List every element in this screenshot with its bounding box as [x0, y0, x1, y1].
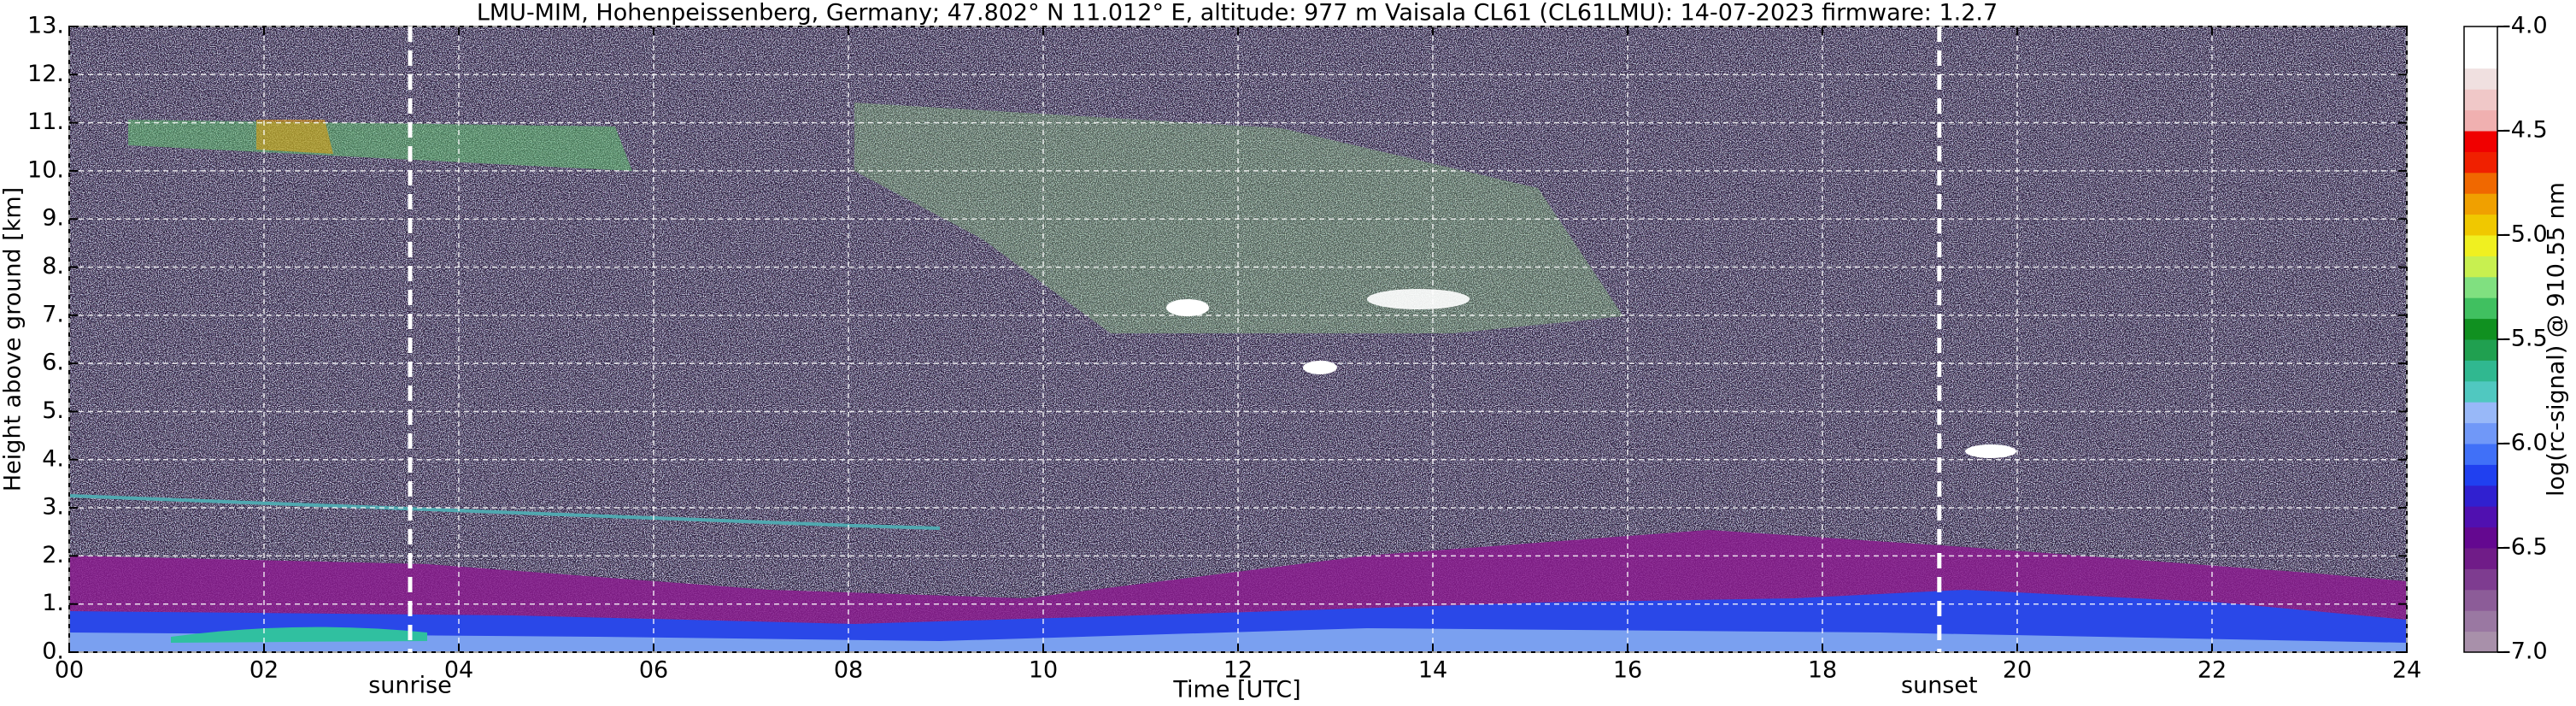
colorbar-segment	[2464, 568, 2497, 591]
cloud-patch	[1367, 289, 1470, 309]
x-axis-label: Time [UTC]	[1172, 677, 1300, 703]
y-tick-label: 4.	[42, 445, 64, 472]
colorbar-segment	[2464, 444, 2497, 465]
colorbar-tick-label: -5.5	[2503, 326, 2548, 352]
colorbar-segment	[2464, 47, 2497, 69]
y-tick-label: 9.	[42, 205, 64, 232]
colorbar-segment	[2464, 589, 2497, 611]
x-tick-label: 24	[2392, 657, 2421, 684]
chart-title: LMU-MIM, Hohenpeissenberg, Germany; 47.8…	[477, 0, 1998, 26]
y-tick-label: 1.	[42, 590, 64, 616]
chart-layer: 00 02 04 06 08 10 12 14 16 18 20 22 24 0. 1. 2. 3. 4. 5. 6.…	[27, 13, 2548, 699]
colorbar-segment	[2464, 26, 2497, 48]
x-tick-label: 10	[1029, 657, 1058, 684]
x-tick-label: 08	[834, 657, 863, 684]
colorbar-segment	[2464, 214, 2497, 236]
colorbar-tick-label: -6.0	[2503, 430, 2548, 456]
y-tick-label: 11.	[27, 109, 64, 135]
colorbar-tick-label: -7.0	[2503, 638, 2548, 665]
surface-layer-teal	[171, 627, 427, 643]
colorbar-segment	[2464, 548, 2497, 569]
cloud-patch	[1303, 361, 1337, 374]
annotation-label: sunrise	[368, 673, 452, 699]
x-tick-label: 18	[1808, 657, 1837, 684]
colorbar-segment	[2464, 422, 2497, 444]
colorbar-segment	[2464, 631, 2497, 653]
colorbar-segment	[2464, 109, 2497, 132]
colorbar-segment	[2464, 172, 2497, 194]
x-tick-label: 12	[1223, 657, 1253, 684]
colorbar-tick-label: -4.0	[2503, 13, 2548, 39]
y-axis-label: Height above ground [km]	[0, 187, 26, 491]
x-tick-label: 00	[55, 657, 84, 684]
x-tick-label: 02	[249, 657, 279, 684]
x-tick-label: 22	[2198, 657, 2227, 684]
colorbar-segment	[2464, 339, 2497, 361]
cloud-patch	[1166, 299, 1209, 316]
y-tick-label: 8.	[42, 253, 64, 279]
colorbar-segment	[2464, 276, 2497, 298]
colorbar-segment	[2464, 610, 2497, 632]
colorbar-segment	[2464, 297, 2497, 320]
cirrus-band	[128, 120, 632, 171]
y-tick-label: 6.	[42, 350, 64, 376]
colorbar-segment	[2464, 527, 2497, 549]
colorbar-segment	[2464, 193, 2497, 215]
y-tick-label: 2.	[42, 542, 64, 568]
aerosol-layer	[69, 494, 941, 530]
colorbar-segment	[2464, 131, 2497, 152]
colorbar-segment	[2464, 485, 2497, 507]
y-tick-label: 10.	[27, 156, 64, 183]
x-tick-label: 20	[2003, 657, 2032, 684]
x-tick-label: 06	[639, 657, 668, 684]
colorbar-segment	[2464, 256, 2497, 278]
colorbar-segment	[2464, 318, 2497, 340]
annotation-label: sunset	[1901, 673, 1978, 699]
colorbar-tick-label: -6.5	[2503, 534, 2548, 561]
x-tick-label: 04	[444, 657, 473, 684]
y-tick-label: 0.	[42, 638, 64, 665]
colorbar-segment	[2464, 235, 2497, 256]
colorbar-tick-label: -4.5	[2503, 117, 2548, 144]
y-tick-label: 13.	[27, 13, 64, 39]
y-tick-label: 7.	[42, 301, 64, 327]
colorbar-segment	[2464, 464, 2497, 486]
x-tick-label: 14	[1418, 657, 1447, 684]
colorbar-segment	[2464, 151, 2497, 174]
colorbar-segment	[2464, 402, 2497, 424]
colorbar-label: log(rc-signal) @ 910.55 nm	[2544, 182, 2570, 497]
colorbar-tick-label: -5.0	[2503, 221, 2548, 248]
cirrus-core	[256, 120, 333, 154]
cloud-patch	[1965, 444, 2016, 458]
colorbar-segment	[2464, 89, 2497, 111]
x-tick-label: 16	[1613, 657, 1642, 684]
cirrus-field	[854, 103, 1623, 333]
colorbar-segment	[2464, 68, 2497, 90]
colorbar-segment	[2464, 360, 2497, 382]
colorbar-segment	[2464, 380, 2497, 403]
y-tick-label: 3.	[42, 494, 64, 521]
y-tick-label: 12.	[27, 61, 64, 87]
colorbar-segment	[2464, 506, 2497, 528]
y-tick-label: 5.	[42, 397, 64, 424]
